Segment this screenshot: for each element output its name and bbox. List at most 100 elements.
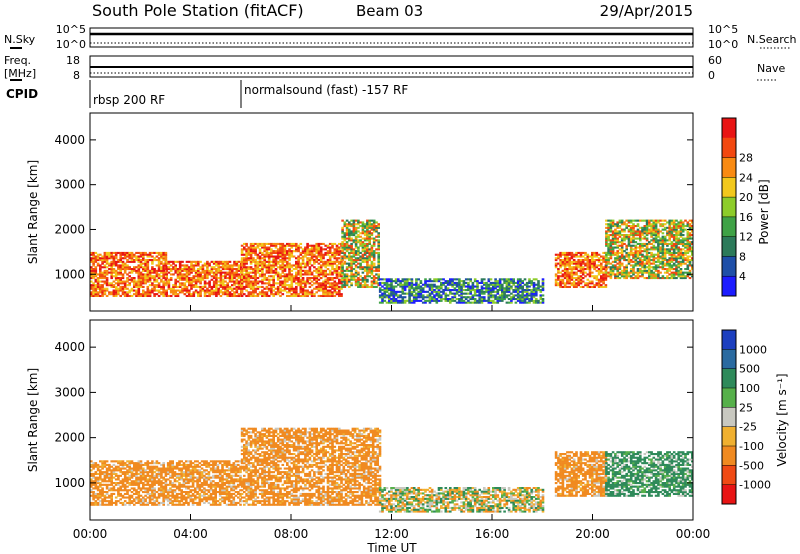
power-echo-cell: [469, 301, 472, 304]
power-echo-cell: [254, 251, 257, 254]
power-echo-cell: [267, 271, 271, 274]
power-echo-cell: [258, 242, 262, 245]
power-echo-cell: [652, 234, 656, 237]
power-echo-cell: [319, 273, 323, 276]
power-echo-cell: [317, 275, 321, 278]
power-echo-cell: [188, 280, 191, 283]
power-echo-cell: [566, 278, 569, 281]
power-echo-cell: [575, 262, 578, 265]
power-echo-cell: [609, 250, 613, 253]
power-echo-cell: [657, 241, 660, 244]
power-echo-cell: [471, 296, 475, 299]
power-echo-cell: [588, 275, 592, 278]
power-echo-cell: [281, 242, 285, 245]
power-echo-cell: [215, 269, 218, 272]
power-echo-cell: [197, 278, 200, 281]
power-echo-cell: [636, 262, 640, 265]
power-echo-cell: [306, 271, 309, 274]
velocity-echo-cell: [133, 500, 136, 503]
power-echo-cell: [295, 285, 298, 288]
power-echo-cell: [146, 285, 150, 288]
power-echo-cell: [114, 264, 118, 267]
power-echo-cell: [181, 275, 184, 278]
power-echo-cell: [272, 259, 275, 262]
power-echo-cell: [256, 271, 260, 274]
power-echo-cell: [221, 287, 225, 290]
velocity-echo-cell: [108, 483, 111, 486]
power-echo-cell: [256, 269, 260, 272]
power-echo-cell: [672, 223, 676, 226]
power-echo-cell: [301, 282, 305, 285]
power-echo-cell: [212, 266, 216, 269]
power-echo-cell: [366, 242, 369, 245]
power-echo-cell: [254, 282, 257, 285]
power-echo-cell: [627, 251, 631, 254]
power-echo-cell: [539, 294, 543, 297]
power-echo-cell: [105, 282, 109, 285]
power-echo-cell: [370, 226, 374, 229]
power-echo-cell: [108, 282, 111, 285]
power-echo-cell: [446, 283, 450, 286]
power-echo-cell: [634, 248, 638, 251]
velocity-echo-cell: [137, 478, 141, 481]
velocity-echo-cell: [108, 489, 111, 492]
power-echo-cell: [440, 294, 443, 297]
power-echo-cell: [528, 278, 531, 281]
velocity-echo-cell: [112, 460, 116, 463]
power-echo-cell: [641, 226, 644, 229]
power-echo-cell: [201, 289, 205, 292]
power-echo-cell: [326, 278, 330, 281]
velocity-echo-cell: [110, 460, 113, 463]
power-echo-cell: [335, 273, 339, 276]
power-echo-cell: [577, 282, 580, 285]
power-echo-cell: [686, 266, 690, 269]
power-echo-cell: [270, 275, 273, 278]
power-echo-cell: [185, 287, 189, 290]
power-echo-cell: [632, 228, 635, 231]
power-echo-cell: [265, 277, 269, 280]
power-echo-cell: [237, 287, 241, 290]
power-echo-cell: [392, 290, 396, 293]
power-echo-cell: [623, 223, 626, 226]
power-echo-cell: [572, 268, 576, 271]
power-echo-cell: [611, 219, 615, 222]
velocity-echo-cell: [96, 482, 100, 485]
power-echo-cell: [505, 290, 509, 293]
power-echo-cell: [144, 293, 147, 296]
power-echo-cell: [424, 281, 427, 284]
power-echo-cell: [357, 285, 360, 288]
power-echo-cell: [661, 266, 665, 269]
power-echo-cell: [388, 296, 391, 299]
power-echo-cell: [133, 253, 136, 256]
power-echo-cell: [629, 268, 633, 271]
power-echo-cell: [357, 221, 360, 224]
power-echo-cell: [354, 246, 358, 249]
power-echo-cell: [675, 228, 678, 231]
power-echo-cell: [139, 282, 143, 285]
power-echo-cell: [235, 264, 239, 267]
power-echo-cell: [460, 285, 463, 288]
power-echo-cell: [172, 289, 175, 292]
power-echo-cell: [618, 251, 622, 254]
power-echo-cell: [659, 242, 662, 245]
power-echo-cell: [206, 291, 209, 294]
power-echo-cell: [121, 280, 125, 283]
power-echo-cell: [677, 260, 680, 263]
power-echo-cell: [308, 253, 312, 256]
power-echo-cell: [350, 260, 353, 263]
power-echo-cell: [142, 266, 145, 269]
power-echo-cell: [274, 250, 278, 253]
power-echo-cell: [315, 255, 318, 258]
power-echo-cell: [537, 283, 540, 286]
power-echo-cell: [142, 282, 145, 285]
power-echo-cell: [197, 260, 200, 263]
power-echo-cell: [455, 298, 459, 301]
power-echo-cell: [272, 257, 275, 260]
power-echo-cell: [449, 298, 452, 301]
power-echo-cell: [410, 278, 414, 281]
power-echo-cell: [392, 280, 396, 283]
power-echo-cell: [618, 248, 622, 251]
power-echo-cell: [345, 280, 349, 283]
power-echo-cell: [90, 277, 93, 280]
power-echo-cell: [403, 287, 407, 290]
